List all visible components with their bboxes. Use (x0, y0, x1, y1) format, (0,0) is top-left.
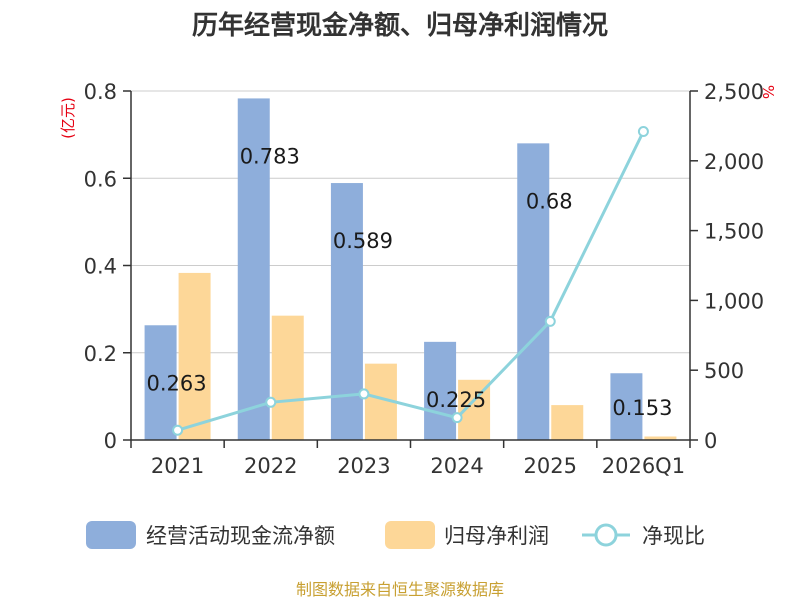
legend-label-net-profit: 归母净利润 (444, 524, 549, 548)
bar-net-profit (271, 315, 304, 440)
legend-marker-ratio (594, 523, 618, 547)
chart-title: 历年经营现金净额、归母净利润情况 (192, 10, 608, 41)
data-label-cash-flow: 0.225 (426, 388, 486, 412)
legend-swatch-net-profit (385, 521, 435, 549)
x-axis-tick-label: 2021 (151, 454, 204, 478)
data-label-cash-flow: 0.68 (526, 189, 573, 213)
bar-cash-flow (517, 143, 550, 440)
right-axis-tick-label: 2,500 (704, 80, 764, 104)
left-axis-unit: (亿元) (59, 97, 77, 139)
bar-cash-flow (237, 98, 270, 440)
x-axis-tick-label: 2023 (337, 454, 390, 478)
ratio-point (265, 396, 277, 408)
bar-cash-flow (144, 325, 177, 440)
x-axis-tick-label: 2026Q1 (602, 454, 685, 478)
bar-net-profit (551, 405, 584, 440)
ratio-line (172, 125, 649, 436)
left-axis-tick-label: 0.6 (84, 167, 117, 191)
right-axis-tick-label: 1,500 (704, 220, 764, 244)
source-note: 制图数据来自恒生聚源数据库 (296, 580, 504, 599)
data-label-cash-flow: 0.783 (240, 144, 300, 168)
left-axis-tick-label: 0.2 (84, 342, 117, 366)
bar-cash-flow (610, 373, 643, 440)
ratio-point (637, 125, 649, 137)
ratio-point (358, 388, 370, 400)
data-label-cash-flow: 0.589 (333, 229, 393, 253)
right-axis-tick-label: 500 (704, 359, 744, 383)
ratio-point (172, 424, 184, 436)
bar-cash-flow (330, 183, 363, 440)
data-label-cash-flow: 0.263 (147, 371, 207, 395)
data-label-cash-flow: 0.153 (612, 396, 672, 420)
ratio-point (544, 315, 556, 327)
bar-net-profit (178, 272, 211, 440)
bar-cash-flow (424, 341, 457, 440)
legend: 经营活动现金流净额 归母净利润 净现比 (86, 521, 705, 549)
gridlines (131, 90, 690, 354)
right-axis-tick-label: 1,000 (704, 289, 764, 313)
right-axis-unit: % (759, 85, 777, 99)
legend-swatch-cash-flow (86, 521, 136, 549)
left-axis-tick-label: 0 (104, 429, 117, 453)
bar-net-profit (644, 436, 677, 440)
left-axis-tick-label: 0.4 (84, 255, 117, 279)
axes: 0 0.2 0.4 0.6 0.8 0 500 1,000 1,500 2,000 2,500 202… (84, 80, 765, 478)
bars (144, 98, 677, 440)
legend-label-ratio: 净现比 (642, 524, 705, 548)
x-axis-tick-label: 2022 (244, 454, 297, 478)
data-labels: 0.263 0.783 0.589 0.225 0.68 0.153 (147, 144, 673, 420)
left-axis-tick-label: 0.8 (84, 80, 117, 104)
x-axis-tick-label: 2025 (524, 454, 577, 478)
ratio-line-path (177, 130, 645, 432)
ratio-point (451, 412, 463, 424)
legend-label-cash-flow: 经营活动现金流净额 (146, 524, 335, 548)
right-axis-tick-label: 0 (704, 429, 717, 453)
x-axis-tick-label: 2024 (430, 454, 483, 478)
right-axis-tick-label: 2,000 (704, 150, 764, 174)
